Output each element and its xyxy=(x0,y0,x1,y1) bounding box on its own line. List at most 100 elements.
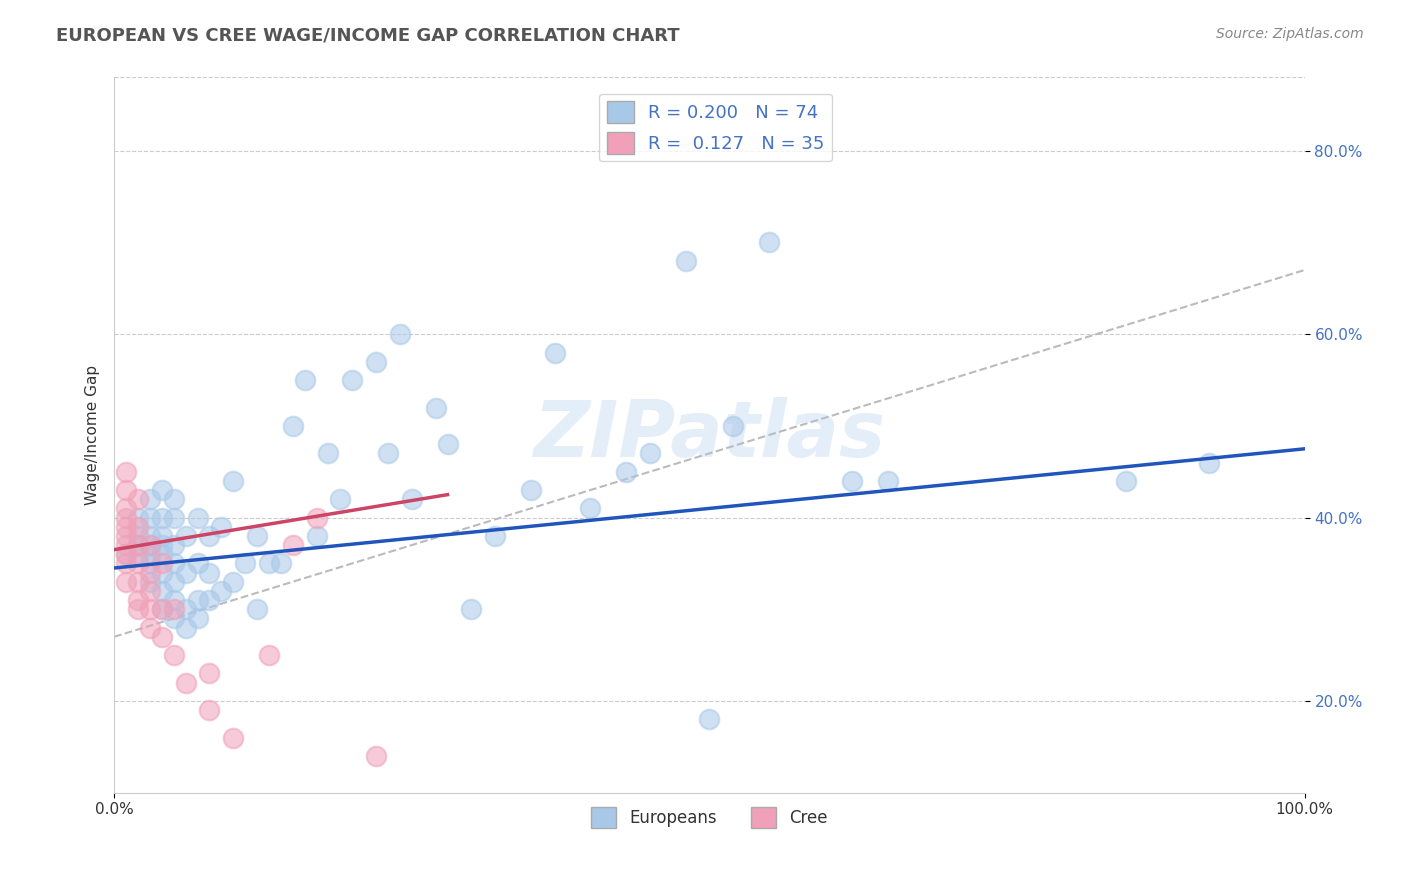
Point xyxy=(186,557,208,571)
Point xyxy=(115,574,138,589)
Point xyxy=(543,345,565,359)
Point xyxy=(139,492,162,507)
Point xyxy=(520,483,543,497)
Point xyxy=(139,602,162,616)
Point xyxy=(163,593,186,607)
Point xyxy=(174,602,197,616)
Point xyxy=(305,529,328,543)
Point xyxy=(127,538,149,552)
Point xyxy=(460,602,482,616)
Point xyxy=(115,538,138,552)
Point xyxy=(163,492,186,507)
Point xyxy=(115,557,138,571)
Point xyxy=(484,529,506,543)
Point xyxy=(150,557,173,571)
Point xyxy=(198,566,221,580)
Point xyxy=(115,501,138,516)
Point xyxy=(115,465,138,479)
Point xyxy=(150,510,173,524)
Point xyxy=(614,465,637,479)
Point xyxy=(222,474,245,488)
Point xyxy=(139,574,162,589)
Point xyxy=(115,483,138,497)
Point xyxy=(186,510,208,524)
Point xyxy=(139,557,162,571)
Point xyxy=(150,547,173,561)
Point xyxy=(841,474,863,488)
Point xyxy=(758,235,780,250)
Point xyxy=(222,574,245,589)
Point xyxy=(127,520,149,534)
Point xyxy=(163,648,186,662)
Point xyxy=(115,510,138,524)
Point xyxy=(150,483,173,497)
Point xyxy=(163,611,186,625)
Point xyxy=(198,593,221,607)
Point xyxy=(305,510,328,524)
Point xyxy=(233,557,256,571)
Point xyxy=(139,566,162,580)
Point xyxy=(329,492,352,507)
Point xyxy=(139,529,162,543)
Point xyxy=(163,602,186,616)
Point xyxy=(127,574,149,589)
Point xyxy=(186,593,208,607)
Point xyxy=(139,547,162,561)
Point xyxy=(150,602,173,616)
Point xyxy=(139,621,162,635)
Point xyxy=(638,446,661,460)
Point xyxy=(425,401,447,415)
Point xyxy=(163,574,186,589)
Point xyxy=(150,630,173,644)
Point xyxy=(115,547,138,561)
Point xyxy=(115,547,138,561)
Point xyxy=(877,474,900,488)
Point xyxy=(139,583,162,598)
Point xyxy=(675,253,697,268)
Point xyxy=(150,538,173,552)
Point xyxy=(174,621,197,635)
Point xyxy=(163,557,186,571)
Point xyxy=(198,666,221,681)
Point xyxy=(294,373,316,387)
Text: Source: ZipAtlas.com: Source: ZipAtlas.com xyxy=(1216,27,1364,41)
Point xyxy=(436,437,458,451)
Point xyxy=(163,538,186,552)
Text: EUROPEAN VS CREE WAGE/INCOME GAP CORRELATION CHART: EUROPEAN VS CREE WAGE/INCOME GAP CORRELA… xyxy=(56,27,681,45)
Point xyxy=(150,602,173,616)
Point xyxy=(364,749,387,764)
Point xyxy=(127,529,149,543)
Point xyxy=(150,583,173,598)
Point xyxy=(127,492,149,507)
Point xyxy=(401,492,423,507)
Point xyxy=(198,529,221,543)
Legend: Europeans, Cree: Europeans, Cree xyxy=(585,801,834,834)
Point xyxy=(209,583,232,598)
Point xyxy=(186,611,208,625)
Point xyxy=(342,373,364,387)
Point xyxy=(281,418,304,433)
Point xyxy=(318,446,340,460)
Text: ZIPatlas: ZIPatlas xyxy=(533,397,886,473)
Point xyxy=(115,529,138,543)
Point xyxy=(139,510,162,524)
Point xyxy=(150,529,173,543)
Point xyxy=(115,520,138,534)
Point xyxy=(174,675,197,690)
Point xyxy=(198,703,221,717)
Point xyxy=(127,602,149,616)
Point xyxy=(699,712,721,726)
Point xyxy=(127,547,149,561)
Point xyxy=(388,327,411,342)
Point xyxy=(127,557,149,571)
Point xyxy=(257,557,280,571)
Point xyxy=(723,418,745,433)
Point xyxy=(1198,456,1220,470)
Point xyxy=(209,520,232,534)
Point xyxy=(222,731,245,745)
Point xyxy=(139,538,162,552)
Point xyxy=(270,557,292,571)
Point xyxy=(150,566,173,580)
Point xyxy=(257,648,280,662)
Point xyxy=(163,510,186,524)
